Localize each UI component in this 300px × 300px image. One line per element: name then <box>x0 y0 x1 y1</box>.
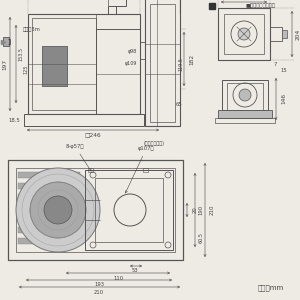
Bar <box>3 37 9 46</box>
Bar <box>143 168 148 172</box>
Bar <box>95 178 163 242</box>
Bar <box>88 168 93 172</box>
Text: 7: 7 <box>273 62 277 68</box>
Text: 146: 146 <box>281 94 286 104</box>
Text: ■吹下金具取付位置: ■吹下金具取付位置 <box>245 4 275 8</box>
Bar <box>270 27 282 41</box>
Bar <box>18 194 80 200</box>
Text: 193: 193 <box>94 283 104 287</box>
Text: 190: 190 <box>199 205 203 215</box>
Bar <box>18 172 80 178</box>
Text: 15: 15 <box>280 68 287 73</box>
Bar <box>218 110 272 118</box>
Bar <box>42 46 67 86</box>
Text: 153.5: 153.5 <box>19 47 23 61</box>
Bar <box>215 118 275 123</box>
Bar <box>24 114 144 126</box>
Text: 単位：mm: 単位：mm <box>258 285 284 291</box>
Bar <box>18 183 80 189</box>
Circle shape <box>44 196 72 224</box>
Bar <box>18 216 80 222</box>
Bar <box>16 168 175 252</box>
Text: □246: □246 <box>85 133 101 137</box>
Bar <box>28 14 140 114</box>
Text: 119.5: 119.5 <box>178 57 184 71</box>
Text: 65: 65 <box>176 101 182 106</box>
Text: φ98: φ98 <box>128 50 137 55</box>
Text: 182: 182 <box>190 53 194 64</box>
Bar <box>32 18 96 110</box>
Text: 電線長3m: 電線長3m <box>23 26 41 32</box>
Bar <box>96 29 140 114</box>
Bar <box>222 80 268 110</box>
Text: 60.5: 60.5 <box>199 232 203 243</box>
Bar <box>8 160 183 260</box>
Text: 18.5: 18.5 <box>8 118 20 122</box>
Text: 110: 110 <box>113 275 123 281</box>
Bar <box>145 0 180 126</box>
Bar <box>18 238 80 244</box>
Text: 210: 210 <box>209 205 214 215</box>
Text: 8-φ57穴: 8-φ57穴 <box>66 144 91 171</box>
Circle shape <box>239 89 251 101</box>
Bar <box>18 205 80 211</box>
Bar <box>42 46 67 86</box>
Text: 125: 125 <box>23 64 28 74</box>
Circle shape <box>238 28 250 40</box>
Bar <box>227 83 263 110</box>
Bar <box>85 170 173 250</box>
Circle shape <box>30 182 86 238</box>
Text: (換気口斋付大): (換気口斋付大) <box>144 142 165 146</box>
Bar <box>18 227 80 233</box>
Text: 20: 20 <box>193 207 197 213</box>
Text: φ109: φ109 <box>124 61 137 67</box>
Text: 53: 53 <box>132 268 138 274</box>
Text: 197: 197 <box>2 58 8 70</box>
Circle shape <box>16 168 100 252</box>
Text: 210: 210 <box>94 290 104 295</box>
Bar <box>224 14 264 54</box>
Bar <box>150 4 175 122</box>
Bar <box>218 8 270 60</box>
Bar <box>282 30 287 38</box>
Text: φ107穴: φ107穴 <box>125 146 154 193</box>
Text: 204: 204 <box>296 28 300 40</box>
